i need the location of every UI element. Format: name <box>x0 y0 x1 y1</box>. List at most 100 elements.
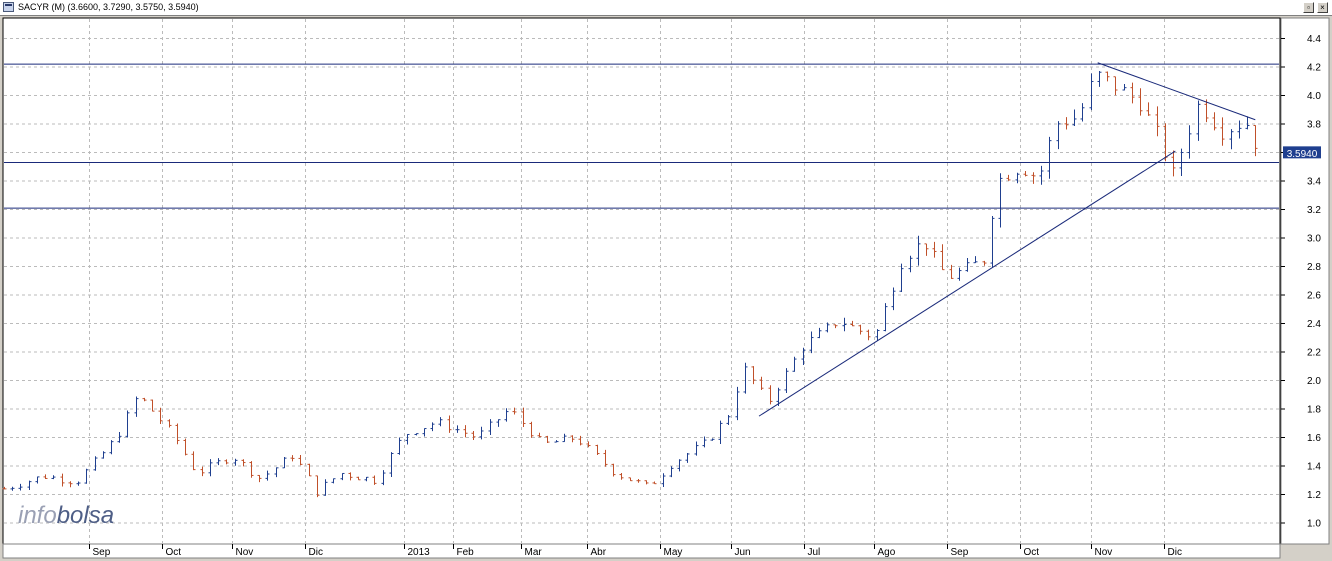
time-tick-label: Dic <box>1168 547 1182 558</box>
ohlc-bar <box>109 440 114 455</box>
ohlc-bar <box>1229 129 1234 150</box>
ohlc-bar <box>2 486 7 490</box>
ohlc-bar <box>940 244 945 271</box>
chart-window-icon <box>3 2 14 12</box>
ohlc-bar <box>866 329 871 341</box>
ohlc-bar <box>850 320 855 327</box>
ohlc-bar <box>875 329 880 341</box>
ohlc-bar <box>858 324 863 335</box>
ohlc-bar <box>1031 172 1036 184</box>
ohlc-bar <box>636 479 641 483</box>
ohlc-bar <box>496 419 501 427</box>
ohlc-bar <box>340 472 345 481</box>
time-tick-label: Dic <box>309 547 323 558</box>
ohlc-bar <box>685 452 690 463</box>
time-tick-label: Ago <box>878 547 896 558</box>
ohlc-bar <box>957 267 962 281</box>
ohlc-bar <box>381 470 386 486</box>
ohlc-bar <box>298 454 303 466</box>
ohlc-bar <box>438 417 443 427</box>
ohlc-bar <box>430 422 435 432</box>
price-tick-label: 1.6 <box>1307 433 1321 444</box>
ohlc-bar <box>84 468 89 484</box>
price-tick-label: 2.4 <box>1307 319 1321 330</box>
ohlc-bar <box>1245 116 1250 130</box>
grid-lines <box>4 19 1279 543</box>
ohlc-bar <box>1253 125 1258 157</box>
ohlc-bar <box>521 407 526 427</box>
ohlc-bar <box>817 327 822 339</box>
ohlc-bar <box>545 435 550 443</box>
time-tick-label: Oct <box>166 547 182 558</box>
ohlc-bar <box>191 451 196 471</box>
ohlc-bar <box>512 407 517 415</box>
price-tick-label: 1.0 <box>1307 519 1321 530</box>
ohlc-bar <box>1015 172 1020 184</box>
ohlc-bar <box>570 435 575 443</box>
ohlc-bar <box>134 396 139 417</box>
ohlc-bar <box>998 173 1003 228</box>
ohlc-bar <box>891 287 896 311</box>
ohlc-bar <box>1056 121 1061 150</box>
ohlc-bar <box>150 399 155 412</box>
ohlc-bar <box>249 461 254 478</box>
last-price-marker: 3.5940 <box>1283 146 1321 160</box>
ohlc-bar <box>743 362 748 394</box>
ohlc-bar <box>216 458 221 466</box>
ohlc-bar <box>1064 117 1069 130</box>
ohlc-bar <box>965 257 970 272</box>
ohlc-bar <box>644 480 649 485</box>
ohlc-bar <box>554 440 559 443</box>
ohlc-bar <box>463 425 468 438</box>
ohlc-bar <box>488 419 493 435</box>
price-tick-label: 1.2 <box>1307 490 1321 501</box>
close-icon[interactable]: × <box>1317 2 1328 13</box>
time-tick-label: May <box>664 547 683 558</box>
time-tick-label: 2013 <box>408 547 431 558</box>
ohlc-bar <box>718 420 723 444</box>
ohlc-bar <box>414 433 419 436</box>
ohlc-bar <box>990 216 995 268</box>
ohlc-bar <box>759 376 764 391</box>
time-tick-label: Abr <box>591 547 607 558</box>
price-tick-label: 1.8 <box>1307 405 1321 416</box>
ohlc-bar <box>833 324 838 329</box>
ohlc-bar <box>208 459 213 477</box>
price-chart: 1.0 1.2 1.4 1.6 1.8 2.0 2.2 2.4 2.6 2.8 3.0 3.2 3.4 3… <box>0 16 1332 561</box>
price-axis-panel <box>1280 17 1330 545</box>
ohlc-bar <box>307 463 312 477</box>
ohlc-bar <box>125 410 130 438</box>
ohlc-bar <box>447 415 452 433</box>
ohlc-bar <box>792 356 797 372</box>
ohlc-bar <box>652 481 657 485</box>
ohlc-bar <box>27 480 32 491</box>
ohlc-bar <box>611 463 616 477</box>
ohlc-bar <box>43 474 48 480</box>
ohlc-bar <box>175 423 180 445</box>
time-tick-label: Oct <box>1024 547 1040 558</box>
ohlc-bar <box>257 474 262 483</box>
time-tick-label: Nov <box>1095 547 1113 558</box>
ohlc-bar <box>372 475 377 485</box>
ohlc-bar <box>595 444 600 455</box>
price-tick-label: 3.8 <box>1307 120 1321 131</box>
price-tick-label: 3.2 <box>1307 205 1321 216</box>
restore-icon[interactable]: ▫ <box>1303 2 1314 13</box>
trend-line <box>758 150 1176 417</box>
ohlc-bar <box>117 432 122 443</box>
price-tick-label: 3.0 <box>1307 234 1321 245</box>
ohlc-bar <box>603 449 608 467</box>
ohlc-bar <box>883 303 888 332</box>
price-tick-label: 1.4 <box>1307 462 1321 473</box>
ohlc-bar <box>973 256 978 264</box>
ohlc-bar <box>1204 99 1209 123</box>
trend-line <box>1097 62 1256 121</box>
price-tick-label: 4.0 <box>1307 91 1321 102</box>
ohlc-bar <box>1072 109 1077 126</box>
ohlc-bar <box>842 317 847 332</box>
ohlc-bar <box>315 475 320 498</box>
ohlc-bar <box>1039 165 1044 185</box>
ohlc-bar <box>1138 88 1143 116</box>
ohlc-bar <box>1105 71 1110 82</box>
ohlc-bar <box>471 430 476 441</box>
